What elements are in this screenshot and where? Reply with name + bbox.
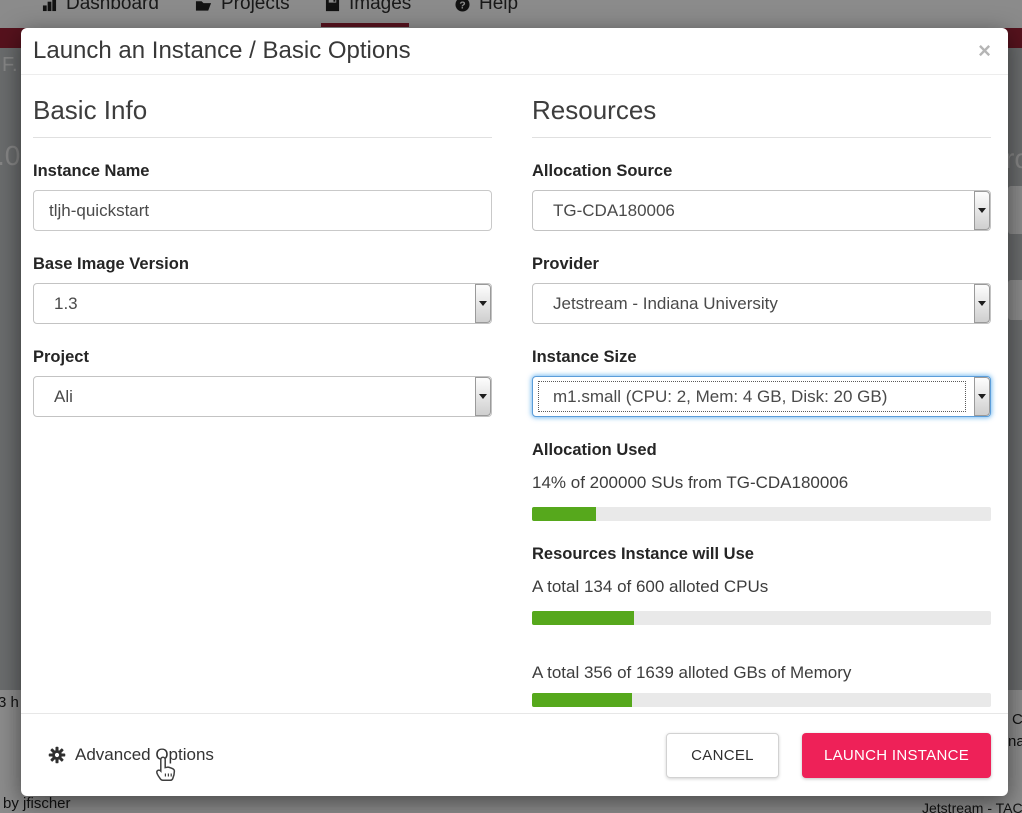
advanced-options-link[interactable]: Advanced Options: [48, 745, 666, 765]
project-value: Ali: [54, 386, 73, 406]
allocation-source-label: Allocation Source: [532, 162, 673, 180]
resources-heading: Resources: [532, 95, 991, 138]
resources-column: Resources Allocation Source TG-CDA180006…: [532, 75, 991, 707]
provider-text: Jetstream - TACC: [922, 800, 1022, 813]
modal-body: Basic Info Instance Name Base Image Vers…: [21, 75, 1008, 707]
chevron-down-icon: [974, 284, 990, 323]
bg-text-fragment: .0: [0, 140, 21, 171]
active-tab-indicator: [321, 23, 409, 27]
gear-icon: [48, 746, 66, 764]
nav-tab-dashboard[interactable]: Dashboard: [42, 0, 159, 14]
instance-name-label: Instance Name: [33, 162, 150, 180]
basic-info-column: Basic Info Instance Name Base Image Vers…: [33, 75, 492, 707]
background-panel: [1008, 280, 1022, 320]
allocation-used-text: 14% of 200000 SUs from TG-CDA180006: [532, 473, 849, 492]
provider-value: Jetstream - Indiana University: [553, 293, 778, 313]
bg-text-fragment: ro: [1005, 143, 1022, 174]
svg-text:?: ?: [459, 0, 465, 11]
nav-tab-projects[interactable]: Projects: [195, 0, 290, 14]
allocation-source-value: TG-CDA180006: [553, 200, 675, 220]
base-image-version-label: Base Image Version: [33, 255, 189, 273]
nav-tab-label: Projects: [221, 0, 290, 14]
project-select[interactable]: Ali: [33, 376, 492, 417]
bg-text-fragment: na: [1008, 733, 1022, 750]
nav-tab-images[interactable]: Images: [325, 0, 411, 14]
allocation-used-progress: [532, 507, 991, 521]
cancel-button[interactable]: CANCEL: [666, 732, 779, 778]
base-image-version-value: 1.3: [54, 293, 78, 313]
chevron-down-icon: [475, 377, 491, 416]
nav-tab-label: Help: [479, 0, 519, 14]
progress-fill: [532, 693, 632, 707]
project-label: Project: [33, 348, 89, 366]
nav-tab-label: Dashboard: [66, 0, 159, 14]
launch-instance-button[interactable]: LAUNCH INSTANCE: [802, 732, 991, 778]
chevron-down-icon: [974, 191, 990, 230]
background-panel: [1008, 186, 1022, 234]
instance-size-select[interactable]: m1.small (CPU: 2, Mem: 4 GB, Disk: 20 GB…: [532, 376, 991, 417]
progress-fill: [532, 507, 597, 521]
base-image-version-select[interactable]: 1.3: [33, 283, 492, 324]
provider-select[interactable]: Jetstream - Indiana University: [532, 283, 991, 324]
allocation-used-heading: Allocation Used: [532, 441, 657, 459]
bar-chart-icon: [42, 0, 57, 12]
folder-icon: [195, 1, 212, 11]
allocation-source-select[interactable]: TG-CDA180006: [532, 190, 991, 231]
instance-size-value: m1.small (CPU: 2, Mem: 4 GB, Disk: 20 GB…: [553, 386, 888, 406]
launch-instance-modal: Launch an Instance / Basic Options × Bas…: [21, 28, 1008, 796]
nav-tab-label: Images: [349, 0, 412, 14]
modal-title: Launch an Instance / Basic Options: [33, 37, 411, 64]
provider-label: Provider: [532, 255, 599, 273]
save-icon: [325, 0, 340, 12]
bg-text-fragment: C: [1012, 711, 1022, 728]
progress-fill: [532, 611, 635, 625]
nav-tab-help[interactable]: ? Help: [455, 0, 518, 14]
resources-will-use-heading: Resources Instance will Use: [532, 545, 754, 563]
top-navbar: Dashboard Projects Images ? Help: [0, 0, 1022, 28]
help-icon: ?: [455, 0, 470, 12]
cpu-usage-text: A total 134 of 600 alloted CPUs: [532, 577, 769, 596]
credit-text: by jfischer: [3, 795, 71, 812]
bg-text-fragment: 3 h: [0, 694, 19, 711]
close-icon[interactable]: ×: [978, 38, 991, 63]
instance-name-input[interactable]: [33, 190, 492, 231]
memory-usage-text: A total 356 of 1639 alloted GBs of Memor…: [532, 663, 852, 682]
memory-usage-progress: [532, 693, 991, 707]
advanced-options-label: Advanced Options: [75, 745, 214, 764]
instance-size-label: Instance Size: [532, 348, 637, 366]
cpu-usage-progress: [532, 611, 991, 625]
hand-cursor-icon: [156, 756, 176, 782]
chevron-down-icon: [974, 377, 990, 416]
bg-text-fragment: F.: [2, 54, 18, 76]
modal-header: Launch an Instance / Basic Options ×: [21, 28, 1008, 75]
basic-info-heading: Basic Info: [33, 95, 492, 138]
modal-footer: Advanced Options CANCEL LAUNCH INSTANCE: [21, 713, 1008, 796]
focus-ring: [538, 381, 966, 412]
chevron-down-icon: [475, 284, 491, 323]
